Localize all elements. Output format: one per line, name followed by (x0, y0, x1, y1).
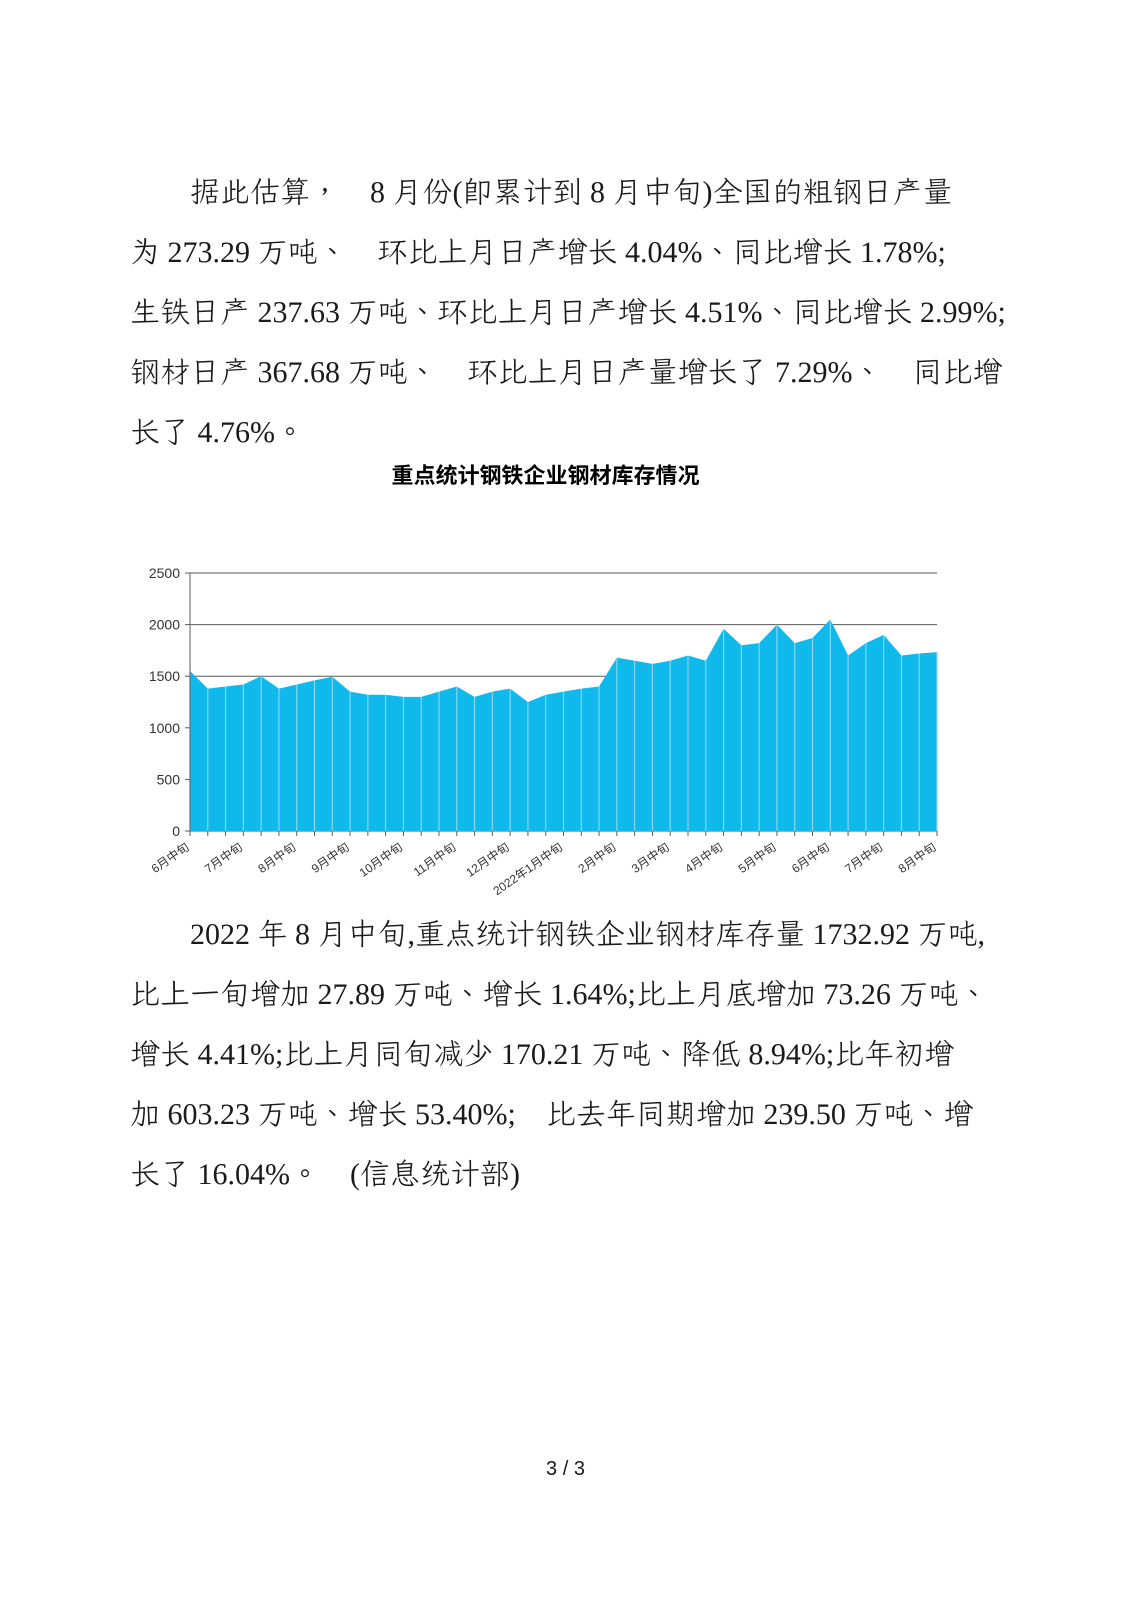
svg-text:10月中旬: 10月中旬 (356, 839, 405, 880)
svg-text:2000: 2000 (149, 617, 180, 633)
svg-text:2月中旬: 2月中旬 (575, 839, 619, 876)
svg-text:4月中旬: 4月中旬 (682, 839, 726, 876)
svg-text:5月中旬: 5月中旬 (735, 839, 779, 876)
svg-text:9月中旬: 9月中旬 (308, 839, 352, 876)
svg-text:12月中旬: 12月中旬 (463, 839, 512, 880)
svg-text:1000: 1000 (149, 720, 180, 736)
svg-text:0: 0 (172, 823, 180, 839)
svg-text:3月中旬: 3月中旬 (628, 839, 672, 876)
svg-text:6月中旬: 6月中旬 (788, 839, 832, 876)
svg-text:8月中旬: 8月中旬 (895, 839, 939, 876)
svg-text:1500: 1500 (149, 668, 180, 684)
svg-text:6月中旬: 6月中旬 (148, 839, 192, 876)
svg-text:8月中旬: 8月中旬 (255, 839, 299, 876)
svg-text:500: 500 (157, 771, 181, 787)
svg-text:2500: 2500 (149, 565, 180, 581)
svg-text:7月中旬: 7月中旬 (842, 839, 886, 876)
svg-text:7月中旬: 7月中旬 (202, 839, 246, 876)
svg-text:11月中旬: 11月中旬 (410, 839, 458, 879)
